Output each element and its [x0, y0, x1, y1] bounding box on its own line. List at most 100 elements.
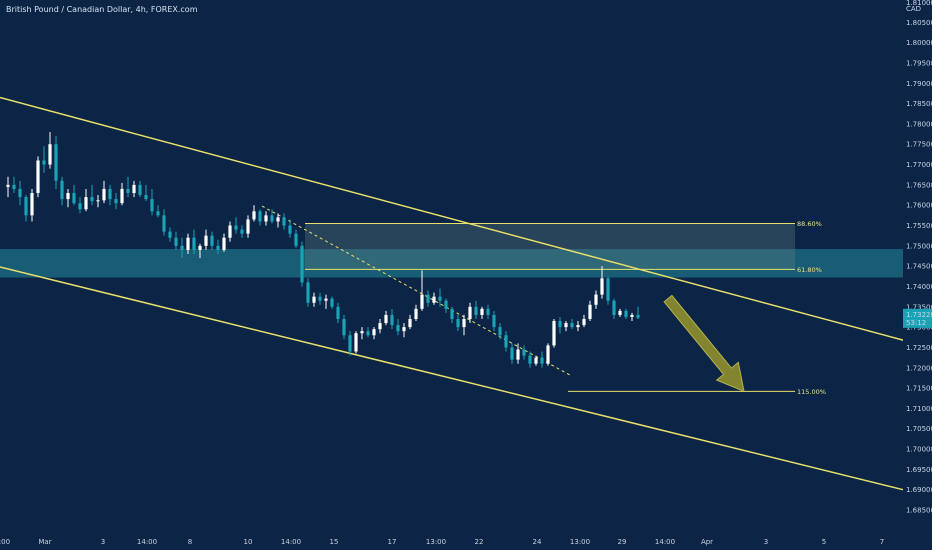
channel-upper-line[interactable]	[0, 96, 904, 341]
candle-body	[276, 217, 280, 222]
candle-body	[420, 294, 424, 309]
x-tick-label: 17	[388, 538, 397, 546]
x-tick-label: 14:00	[0, 538, 10, 546]
candle-body	[60, 180, 64, 200]
candle-body	[462, 318, 466, 328]
x-tick-label: 5	[822, 538, 826, 546]
candle-body	[456, 318, 460, 328]
candle-body	[624, 310, 628, 317]
candle-body	[636, 314, 640, 318]
y-tick-label: 1.69500	[906, 466, 932, 474]
candle-body	[114, 199, 118, 204]
x-tick-label: Mar	[38, 538, 51, 546]
price-axis[interactable]	[903, 0, 932, 550]
candle-body	[96, 200, 100, 202]
x-tick-label: 7	[880, 538, 884, 546]
candle-body	[348, 335, 352, 352]
candle-body	[240, 229, 244, 234]
candle-body	[270, 215, 274, 222]
x-tick-label: 10	[244, 538, 253, 546]
candle-body	[12, 184, 16, 189]
candle-body	[444, 300, 448, 309]
candle-body	[78, 203, 82, 210]
y-tick-label: 1.68500	[906, 507, 932, 515]
candle-body	[186, 237, 190, 250]
candle-body	[90, 197, 94, 202]
candle-body	[432, 296, 436, 303]
candle-body	[162, 215, 166, 232]
candle-body	[438, 296, 442, 301]
y-tick-label: 1.77500	[906, 141, 932, 149]
candle-body	[192, 237, 196, 250]
candle-body	[486, 308, 490, 315]
x-tick-label: 13:00	[570, 538, 590, 546]
candle-body	[384, 314, 388, 324]
candle-body	[120, 188, 124, 204]
candle-body	[222, 237, 226, 250]
x-tick-label: 3	[764, 538, 768, 546]
fib-level-label: 61.80%	[797, 266, 822, 274]
y-tick-label: 1.81000	[906, 0, 932, 7]
y-tick-label: 1.73500	[906, 303, 932, 311]
candle-body	[36, 160, 40, 194]
y-tick-label: 1.80000	[906, 39, 932, 47]
y-tick-label: 1.78000	[906, 120, 932, 128]
candle-body	[126, 188, 130, 194]
y-tick-label: 1.72500	[906, 344, 932, 352]
candle-body	[174, 237, 178, 246]
candle-body	[300, 245, 304, 283]
dashed-trend-line[interactable]	[261, 205, 571, 376]
candle-body	[84, 197, 88, 210]
y-tick-label: 1.71500	[906, 385, 932, 393]
candle-body	[150, 199, 154, 212]
candle-body	[18, 188, 22, 198]
candle-body	[72, 193, 76, 204]
candle-body	[198, 245, 202, 250]
candle-body	[564, 323, 568, 328]
y-tick-label: 1.70500	[906, 425, 932, 433]
y-tick-label: 1.75500	[906, 222, 932, 230]
candle-body	[630, 314, 634, 317]
candle-body	[24, 197, 28, 216]
candle-body	[390, 314, 394, 326]
candle-body	[144, 195, 148, 200]
candle-body	[534, 357, 538, 364]
candle-body	[102, 188, 106, 201]
candle-body	[552, 321, 556, 346]
candle-body	[312, 296, 316, 303]
candle-body	[282, 217, 286, 226]
y-tick-label: 1.79000	[906, 80, 932, 88]
y-tick-label: 1.71000	[906, 405, 932, 413]
y-tick-label: 1.72000	[906, 364, 932, 372]
x-tick-label: Apr	[701, 538, 713, 546]
candle-body	[108, 188, 112, 200]
candle-body	[366, 331, 370, 336]
candle-countdown: 53:12	[906, 319, 926, 327]
candle-body	[522, 349, 526, 356]
candle-body	[324, 298, 328, 301]
candle-body	[204, 235, 208, 246]
candle-body	[354, 333, 358, 352]
candle-body	[336, 306, 340, 319]
candle-body	[342, 318, 346, 336]
y-tick-label: 1.74000	[906, 283, 932, 291]
candle-body	[6, 184, 10, 187]
channel-lower-line[interactable]	[0, 266, 904, 491]
candle-body	[594, 294, 598, 305]
candle-body	[612, 300, 616, 315]
projection-arrow[interactable]	[663, 294, 745, 393]
candle-body	[252, 211, 256, 220]
candle-body	[474, 306, 478, 315]
candle-body	[402, 327, 406, 332]
candle-body	[30, 193, 34, 216]
candle-body	[498, 327, 502, 336]
time-axis[interactable]	[0, 530, 932, 550]
candle-body	[258, 211, 262, 222]
y-tick-label: 1.70000	[906, 446, 932, 454]
current-price-tag	[903, 308, 932, 328]
candle-body	[618, 310, 622, 315]
candle-body	[360, 331, 364, 334]
candle-body	[54, 144, 58, 181]
